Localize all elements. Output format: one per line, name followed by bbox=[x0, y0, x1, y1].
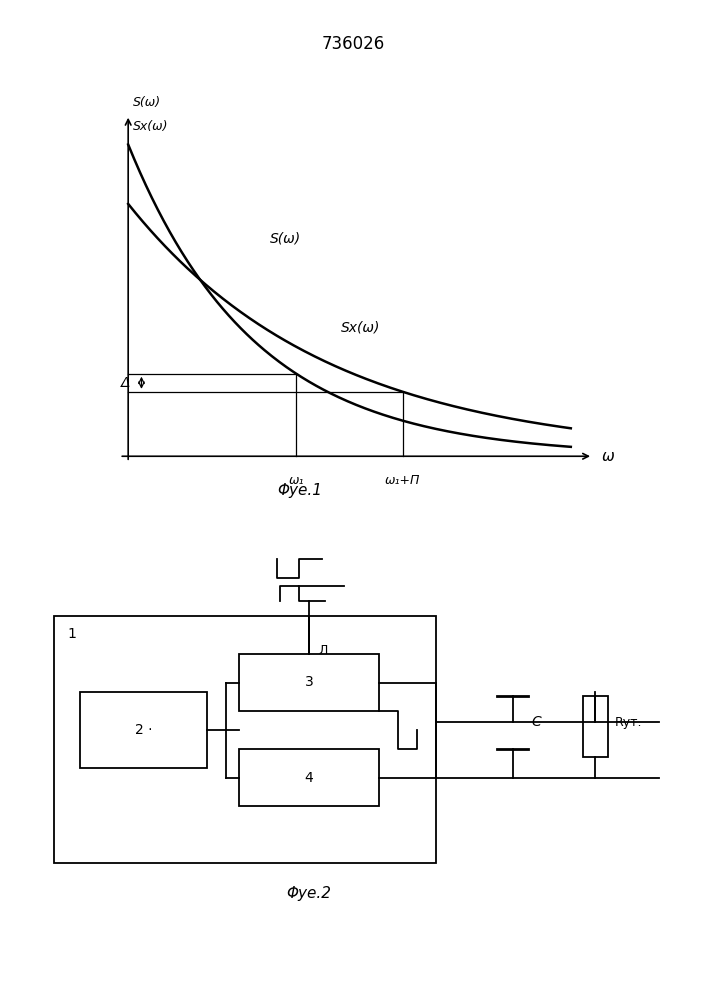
Text: Rут.: Rут. bbox=[614, 716, 642, 729]
Bar bbox=[239, 749, 379, 806]
Text: Л: Л bbox=[319, 644, 328, 657]
Text: 2 ·: 2 · bbox=[135, 723, 152, 737]
Text: Sx(ω): Sx(ω) bbox=[341, 321, 380, 335]
Text: C: C bbox=[532, 715, 542, 729]
Text: S(ω): S(ω) bbox=[270, 232, 301, 245]
Text: 1: 1 bbox=[67, 627, 76, 641]
Text: ω₁+Π: ω₁+Π bbox=[385, 474, 420, 487]
Bar bbox=[239, 654, 379, 711]
Bar bbox=[80, 692, 207, 768]
Text: ω₁: ω₁ bbox=[288, 474, 304, 487]
Text: Sx(ω): Sx(ω) bbox=[133, 120, 168, 133]
Bar bbox=[583, 696, 608, 757]
Text: S(ω): S(ω) bbox=[133, 96, 160, 109]
Bar bbox=[54, 616, 436, 863]
Text: ω: ω bbox=[602, 449, 614, 464]
Text: Φуе.1: Φуе.1 bbox=[277, 483, 322, 497]
Text: Φуе.2: Φуе.2 bbox=[286, 886, 332, 901]
Text: 4: 4 bbox=[305, 770, 313, 784]
Text: Δ: Δ bbox=[121, 376, 130, 390]
Text: 736026: 736026 bbox=[322, 35, 385, 53]
Text: 3: 3 bbox=[305, 676, 313, 690]
